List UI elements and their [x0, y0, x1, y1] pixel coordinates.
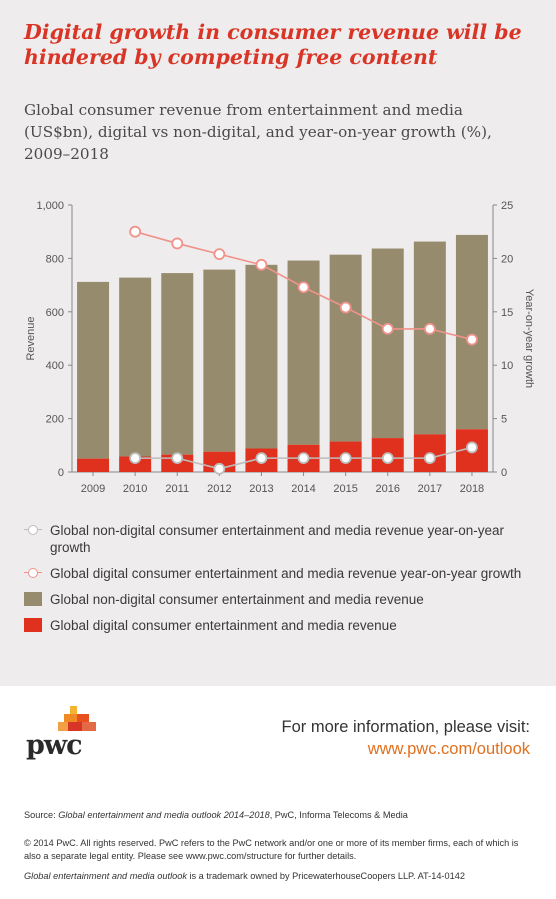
- non-digital-growth-point: [423, 452, 436, 465]
- legend-label: Global digital consumer entertainment an…: [50, 566, 522, 581]
- x-tick-label: 2017: [418, 483, 442, 495]
- y2-tick-label: 20: [501, 253, 513, 265]
- non-digital-growth-point: [129, 452, 142, 465]
- y-tick-label: 400: [46, 360, 64, 372]
- bar-non-digital: [455, 234, 488, 430]
- digital-growth-point: [423, 322, 436, 335]
- bar-non-digital: [413, 241, 446, 435]
- bar-non-digital: [371, 248, 404, 439]
- headline: Digital growth in consumer revenue will …: [24, 20, 522, 69]
- legend-digital-growth: Global digital consumer entertainment an…: [24, 565, 524, 582]
- legend-marker-swatch: [28, 525, 38, 535]
- more-info: For more information, please visit: www.…: [281, 716, 530, 760]
- x-tick-label: 2011: [165, 483, 189, 495]
- legend-bar-swatch: [24, 618, 42, 632]
- y2-axis-title: Year-on-year growth: [523, 289, 535, 388]
- non-digital-growth-point: [381, 452, 394, 465]
- legend-non-digital-growth: Global non-digital consumer entertainmen…: [24, 522, 524, 556]
- digital-growth-point: [213, 248, 226, 261]
- x-tick-label: 2014: [291, 483, 315, 495]
- trademark-note: Global entertainment and media outlook i…: [24, 871, 465, 881]
- legend-digital-revenue: Global digital consumer entertainment an…: [24, 617, 524, 634]
- non-digital-growth-point: [171, 452, 184, 465]
- digital-growth-point: [129, 225, 142, 238]
- y-tick-label: 1,000: [36, 200, 64, 212]
- digital-growth-point: [171, 237, 184, 250]
- non-digital-growth-point: [255, 452, 268, 465]
- x-tick-label: 2016: [376, 483, 400, 495]
- digital-growth-point: [297, 281, 310, 294]
- non-digital-growth-point: [339, 452, 352, 465]
- footer: pwc For more information, please visit: …: [0, 686, 556, 899]
- logo-wordmark: pwc: [26, 730, 83, 761]
- x-tick-label: 2018: [460, 483, 484, 495]
- y-tick-label: 800: [46, 253, 64, 265]
- chart-legend: Global non-digital consumer entertainmen…: [24, 522, 524, 634]
- bar-non-digital: [77, 281, 110, 459]
- y2-tick-label: 0: [501, 467, 507, 479]
- x-tick-label: 2010: [123, 483, 147, 495]
- digital-growth-point: [381, 322, 394, 335]
- y2-tick-label: 5: [501, 414, 507, 426]
- y-tick-label: 200: [46, 414, 64, 426]
- legend-label: Global non-digital consumer entertainmen…: [50, 523, 505, 555]
- digital-growth-point: [339, 301, 352, 314]
- chart-panel: Digital growth in consumer revenue will …: [0, 0, 556, 686]
- non-digital-growth-point: [297, 452, 310, 465]
- bar-non-digital: [161, 273, 194, 455]
- revenue-chart: 0 200 400 600 800 1,000 0 5 10 15 20 25 Revenue Year-…: [25, 200, 535, 495]
- bar-non-digital: [119, 277, 152, 457]
- digital-growth-point: [255, 258, 268, 271]
- bar-non-digital: [245, 264, 278, 449]
- bar-digital: [119, 456, 152, 472]
- bar-digital: [77, 458, 110, 472]
- y-tick-label: 0: [58, 467, 64, 479]
- legend-label: Global digital consumer entertainment an…: [50, 618, 397, 633]
- pwc-logo: pwc: [26, 706, 106, 766]
- digital-growth-point: [466, 333, 478, 346]
- y2-tick-label: 10: [501, 360, 513, 372]
- y-tick-label: 600: [46, 307, 64, 319]
- legend-label: Global non-digital consumer entertainmen…: [50, 592, 424, 607]
- copyright-note: © 2014 PwC. All rights reserved. PwC ref…: [24, 838, 519, 861]
- chart-subtitle: Global consumer revenue from entertainme…: [24, 101, 492, 163]
- outlook-link[interactable]: www.pwc.com/outlook: [367, 740, 530, 758]
- legend-non-digital-revenue: Global non-digital consumer entertainmen…: [24, 591, 524, 608]
- non-digital-growth-point: [213, 462, 226, 475]
- source-note: Source: Global entertainment and media o…: [24, 810, 408, 820]
- legend-marker-swatch: [28, 568, 38, 578]
- x-tick-label: 2009: [81, 483, 105, 495]
- bar-non-digital: [329, 254, 362, 442]
- info-text: For more information, please visit:: [281, 718, 530, 736]
- legend-bar-swatch: [24, 592, 42, 606]
- x-tick-label: 2013: [249, 483, 273, 495]
- y2-tick-label: 15: [501, 307, 513, 319]
- x-tick-label: 2015: [333, 483, 357, 495]
- non-digital-growth-point: [466, 441, 478, 454]
- x-tick-label: 2012: [207, 483, 231, 495]
- y-axis-title: Revenue: [25, 316, 37, 360]
- y2-tick-label: 25: [501, 200, 513, 212]
- bar-non-digital: [203, 269, 236, 452]
